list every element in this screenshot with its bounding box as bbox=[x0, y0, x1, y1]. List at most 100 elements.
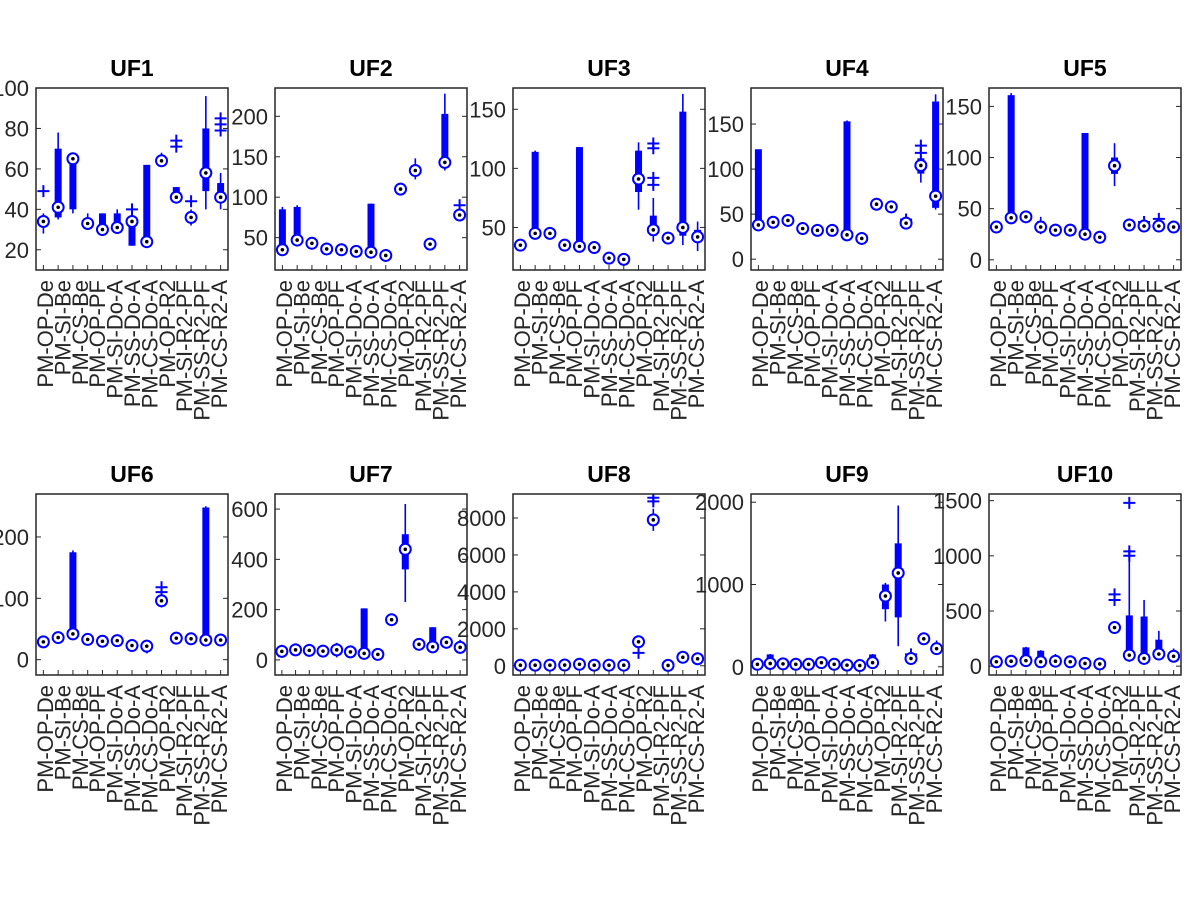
box-12 bbox=[914, 139, 928, 183]
median-dot bbox=[845, 233, 849, 237]
median-dot bbox=[883, 594, 888, 598]
median-dot bbox=[218, 195, 223, 199]
median-dot bbox=[41, 640, 46, 644]
median-dot bbox=[310, 241, 314, 246]
median-dot bbox=[430, 645, 435, 649]
x-category-label: PM-CS-Be bbox=[545, 280, 570, 385]
median-dot bbox=[577, 662, 582, 667]
median-dot bbox=[922, 637, 926, 641]
x-category-label: PM-OP-PF bbox=[324, 280, 349, 388]
box-11 bbox=[1137, 599, 1151, 665]
x-category-label: PM-SS-R2-PF bbox=[667, 685, 692, 826]
box-13 bbox=[214, 112, 228, 210]
median-dot bbox=[832, 662, 836, 667]
y-tick-label: 50 bbox=[958, 197, 982, 222]
x-category-label: PM-CS-Do-A bbox=[614, 280, 639, 409]
x-category-label: PM-OP-R2 bbox=[1108, 685, 1133, 793]
box-body bbox=[1140, 616, 1148, 661]
median-dot bbox=[295, 238, 299, 242]
median-dot bbox=[348, 650, 353, 654]
box-body bbox=[679, 111, 687, 236]
box-11 bbox=[899, 213, 913, 230]
y-tick-label: 100 bbox=[0, 76, 29, 101]
x-category-label: PM-OP-R2 bbox=[394, 280, 419, 388]
y-tick-label: 600 bbox=[231, 497, 268, 522]
box-marks bbox=[36, 96, 228, 249]
box-body bbox=[69, 154, 77, 210]
x-category-label: PM-OP-PF bbox=[562, 685, 587, 793]
x-category-label: PM-OP-De bbox=[272, 685, 297, 793]
x-category-label: PM-SI-Be bbox=[50, 280, 75, 375]
box-9 bbox=[1108, 588, 1122, 635]
box-1 bbox=[36, 635, 50, 649]
x-category-label: PM-CS-Do-A bbox=[1090, 685, 1115, 814]
box-4 bbox=[558, 238, 572, 252]
box-2 bbox=[1004, 654, 1018, 668]
box-3 bbox=[1019, 646, 1033, 668]
box-13 bbox=[439, 635, 453, 649]
box-1 bbox=[989, 220, 1003, 234]
x-category-label: PM-SI-Do-A bbox=[818, 685, 843, 804]
box-1 bbox=[36, 185, 50, 234]
box-5 bbox=[1048, 654, 1062, 668]
outlier-marker bbox=[155, 581, 168, 594]
box-body bbox=[128, 217, 136, 246]
panel-title: UF8 bbox=[587, 461, 631, 487]
x-category-label: PM-SS-Do-A bbox=[120, 280, 145, 407]
x-category-label: PM-CS-R2-A bbox=[684, 280, 709, 409]
box-7 bbox=[125, 639, 139, 653]
panel-uf2: UF250100150200PM-OP-DePM-SI-BePM-CS-BePM… bbox=[231, 55, 471, 421]
box-3 bbox=[781, 213, 795, 227]
x-category-label: PM-CS-R2-A bbox=[1160, 685, 1185, 814]
box-4 bbox=[796, 222, 810, 236]
panel-uf1: UF120406080100PM-OP-DePM-SI-BePM-CS-BePM… bbox=[0, 55, 232, 421]
x-category-label: PM-SS-R2-PF bbox=[1143, 280, 1168, 421]
box-5 bbox=[95, 634, 109, 648]
outlier-marker bbox=[647, 171, 660, 184]
panel-title: UF1 bbox=[110, 55, 154, 81]
median-dot bbox=[562, 243, 567, 247]
y-tick-label: 200 bbox=[0, 525, 29, 550]
box-13 bbox=[691, 652, 705, 666]
x-category-label: PM-SS-R2-PF bbox=[905, 685, 930, 826]
box-11 bbox=[661, 231, 675, 245]
box-5 bbox=[330, 642, 344, 658]
x-category-label: PM-OP-R2 bbox=[632, 685, 657, 793]
box-3 bbox=[66, 550, 80, 641]
outlier-marker bbox=[1123, 496, 1136, 509]
box-marks bbox=[513, 494, 705, 672]
outlier-marker bbox=[126, 203, 138, 216]
median-dot bbox=[533, 231, 537, 236]
x-category-label: PM-CS-Be bbox=[307, 685, 332, 790]
x-category-label: PM-SI-Do-A bbox=[1056, 280, 1081, 399]
median-dot bbox=[1083, 661, 1087, 666]
box-2 bbox=[51, 132, 65, 220]
x-category-label: PM-SI-R2-PF bbox=[887, 685, 912, 817]
box-5 bbox=[95, 213, 109, 237]
box-10 bbox=[1122, 496, 1136, 662]
median-dot bbox=[994, 659, 999, 664]
median-dot bbox=[1068, 228, 1073, 232]
median-dot bbox=[1112, 163, 1117, 168]
y-tick-label: 200 bbox=[231, 104, 268, 129]
y-tick-label: 500 bbox=[945, 599, 982, 624]
median-dot bbox=[786, 218, 790, 223]
x-category-label: PM-CS-R2-A bbox=[922, 685, 947, 814]
box-8 bbox=[371, 647, 385, 661]
x-category-label: PM-SI-Do-A bbox=[580, 685, 605, 804]
box-10 bbox=[884, 200, 898, 214]
box-8 bbox=[855, 231, 869, 245]
y-tick-label: 100 bbox=[707, 157, 744, 182]
median-dot bbox=[621, 257, 626, 262]
box-body bbox=[293, 206, 301, 242]
box-marks bbox=[989, 93, 1181, 244]
box-12 bbox=[1152, 212, 1166, 233]
x-category-label: PM-SS-Do-A bbox=[120, 685, 145, 812]
x-category-label: PM-SS-Do-A bbox=[359, 685, 384, 812]
box-body bbox=[69, 552, 77, 636]
median-dot bbox=[1053, 659, 1058, 664]
x-category-label: PM-SS-Do-A bbox=[597, 685, 622, 812]
x-category-label: PM-OP-R2 bbox=[870, 280, 895, 388]
panel-uf10: UF10 0 500 1000 1500 PM-OP-DePM-SI-BePM-CS-Be… bbox=[933, 461, 1185, 826]
box-4 bbox=[789, 657, 803, 671]
